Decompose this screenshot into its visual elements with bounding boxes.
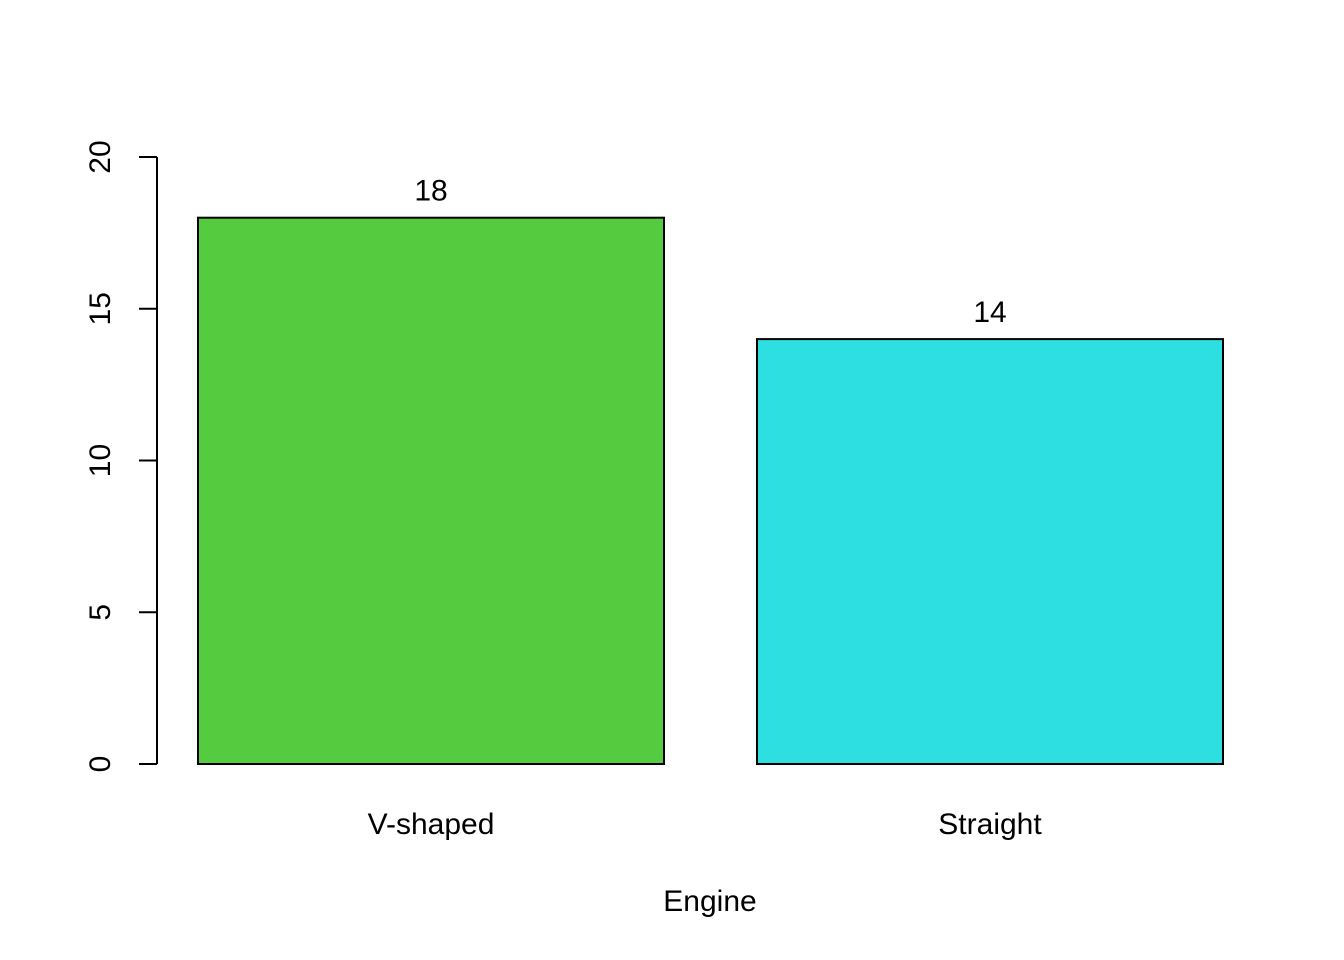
y-tick-label: 5 bbox=[84, 604, 117, 621]
bar-value-label: 18 bbox=[414, 175, 447, 208]
y-tick-label: 0 bbox=[84, 756, 117, 773]
x-tick-label: V-shaped bbox=[368, 808, 495, 841]
x-axis-title: Engine bbox=[663, 885, 756, 918]
x-tick-labels: V-shaped Straight bbox=[368, 808, 1043, 841]
bars bbox=[197, 216, 1224, 765]
x-tick-label: Straight bbox=[938, 808, 1042, 841]
bar-value-label: 14 bbox=[973, 296, 1006, 329]
bar-v-shaped bbox=[197, 216, 665, 765]
y-tick-label: 15 bbox=[84, 292, 117, 325]
y-tick-label: 10 bbox=[84, 444, 117, 477]
bar-straight bbox=[756, 338, 1224, 765]
y-axis: 0 5 10 15 20 bbox=[84, 140, 158, 773]
y-tick-label: 20 bbox=[84, 140, 117, 173]
